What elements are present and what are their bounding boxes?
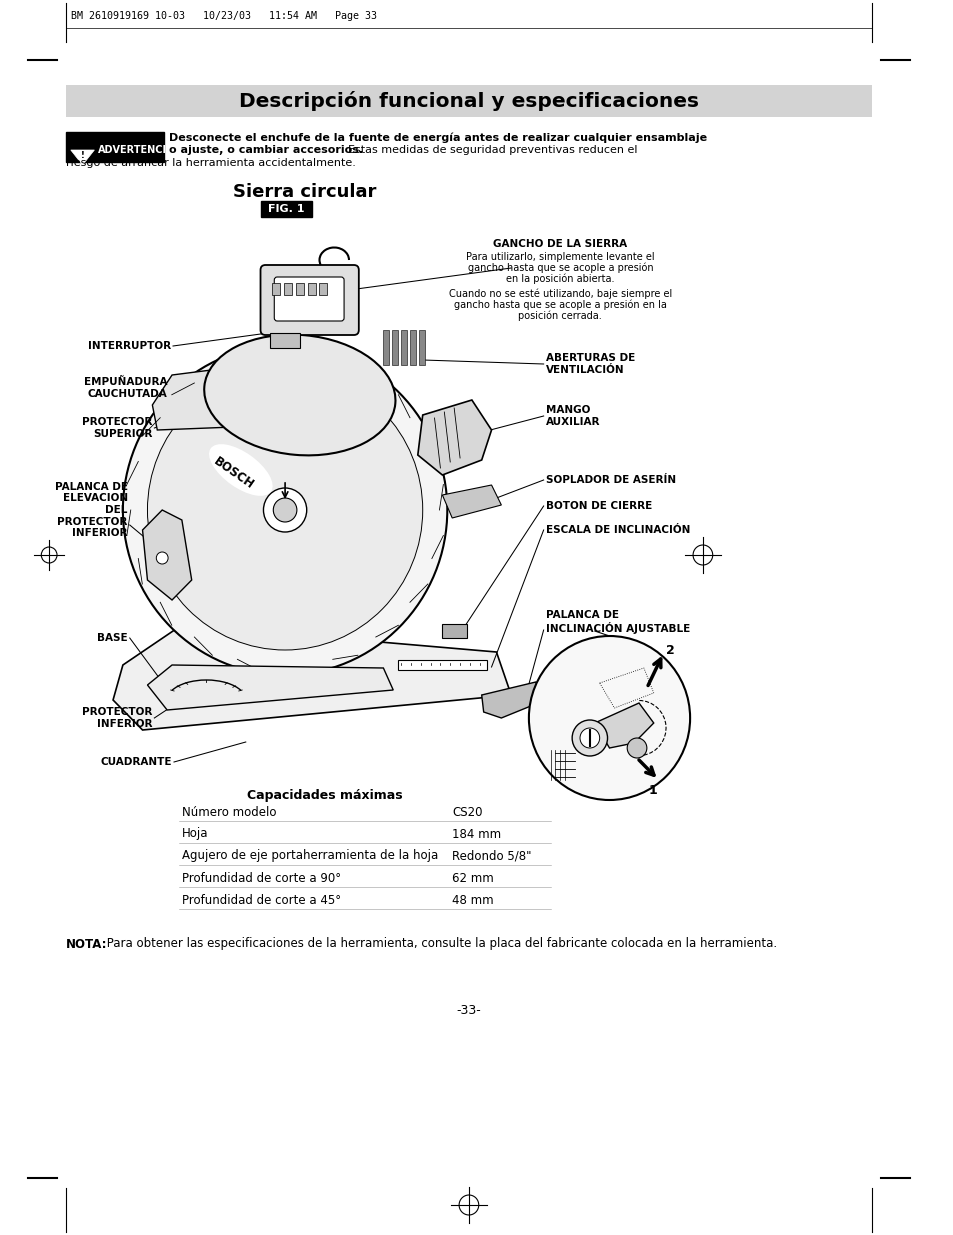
Polygon shape [152, 359, 304, 430]
Text: gancho hasta que se acople a presión: gancho hasta que se acople a presión [467, 263, 653, 273]
Bar [319, 283, 327, 295]
Text: FIG. 1: FIG. 1 [268, 204, 304, 214]
Text: GANCHO DE LA SIERRA: GANCHO DE LA SIERRA [493, 240, 627, 249]
Text: PALANCA DE
INCLINACIÓN AJUSTABLE: PALANCA DE INCLINACIÓN AJUSTABLE [545, 610, 689, 634]
Text: Para obtener las especificaciones de la herramienta, consulte la placa del fabri: Para obtener las especificaciones de la … [103, 937, 777, 951]
Text: ADVERTENCIA: ADVERTENCIA [98, 144, 174, 156]
Text: Hoja: Hoja [182, 827, 208, 841]
Text: Profundidad de corte a 45°: Profundidad de corte a 45° [182, 893, 340, 906]
Text: posición cerrada.: posición cerrada. [517, 311, 601, 321]
Text: NOTA:: NOTA: [66, 937, 108, 951]
Text: Sierra circular: Sierra circular [233, 183, 376, 201]
Text: BASE: BASE [97, 634, 128, 643]
Polygon shape [71, 149, 94, 165]
Bar [442, 624, 466, 638]
Text: riesgo de arrancar la herramienta accidentalmente.: riesgo de arrancar la herramienta accide… [66, 158, 355, 168]
Text: -33-: -33- [456, 1004, 481, 1016]
Text: gancho hasta que se acople a presión en la: gancho hasta que se acople a presión en … [454, 300, 666, 310]
Bar [383, 330, 389, 366]
Circle shape [579, 727, 599, 748]
Circle shape [626, 739, 646, 758]
Ellipse shape [204, 335, 395, 456]
Bar [410, 330, 416, 366]
Bar [66, 132, 164, 162]
Text: Capacidades máximas: Capacidades máximas [246, 789, 402, 803]
Polygon shape [113, 625, 511, 730]
Text: Profundidad de corte a 90°: Profundidad de corte a 90° [182, 872, 340, 884]
Bar [260, 201, 312, 217]
Text: PALANCA DE
ELEVACION
DEL
PROTECTOR
INFERIOR: PALANCA DE ELEVACION DEL PROTECTOR INFER… [54, 482, 128, 538]
Text: PROTECTOR
INFERIOR: PROTECTOR INFERIOR [82, 708, 152, 729]
Text: ESCALA DE INCLINACIÓN: ESCALA DE INCLINACIÓN [545, 525, 689, 535]
Text: o ajuste, o cambiar accesorios.: o ajuste, o cambiar accesorios. [169, 144, 363, 156]
Text: Desconecte el enchufe de la fuente de energía antes de realizar cualquier ensamb: Desconecte el enchufe de la fuente de en… [169, 132, 706, 143]
Circle shape [123, 345, 447, 676]
Bar [295, 283, 303, 295]
Text: CUADRANTE: CUADRANTE [100, 757, 172, 767]
Polygon shape [442, 485, 501, 517]
Text: 48 mm: 48 mm [452, 893, 494, 906]
Text: 184 mm: 184 mm [452, 827, 501, 841]
Bar [418, 330, 424, 366]
Text: Redondo 5/8": Redondo 5/8" [452, 850, 531, 862]
Bar [400, 330, 407, 366]
Circle shape [528, 636, 689, 800]
Text: 1: 1 [648, 783, 657, 797]
Text: Descripción funcional y especificaciones: Descripción funcional y especificaciones [238, 91, 699, 111]
Text: Cuando no se esté utilizando, baje siempre el: Cuando no se esté utilizando, baje siemp… [448, 289, 671, 299]
Text: BOTON DE CIERRE: BOTON DE CIERRE [545, 501, 651, 511]
Polygon shape [417, 400, 491, 475]
Text: PROTECTOR
SUPERIOR: PROTECTOR SUPERIOR [82, 417, 152, 438]
Text: ABERTURAS DE
VENTILACIÓN: ABERTURAS DE VENTILACIÓN [545, 353, 634, 374]
Circle shape [273, 498, 296, 522]
Text: SOPLADOR DE ASERÍN: SOPLADOR DE ASERÍN [545, 475, 675, 485]
Text: INTERRUPTOR: INTERRUPTOR [88, 341, 171, 351]
Polygon shape [142, 510, 192, 600]
Text: Agujero de eje portaherramienta de la hoja: Agujero de eje portaherramienta de la ho… [182, 850, 437, 862]
Text: en la posición abierta.: en la posición abierta. [506, 274, 614, 284]
Circle shape [572, 720, 607, 756]
Circle shape [263, 488, 307, 532]
Bar [284, 283, 292, 295]
Bar [397, 659, 486, 671]
Polygon shape [481, 682, 545, 718]
Text: MANGO
AUXILIAR: MANGO AUXILIAR [545, 405, 599, 427]
Bar [272, 283, 280, 295]
Text: !: ! [81, 152, 85, 161]
Polygon shape [594, 703, 653, 748]
Text: 62 mm: 62 mm [452, 872, 494, 884]
Text: BM 2610919169 10-03   10/23/03   11:54 AM   Page 33: BM 2610919169 10-03 10/23/03 11:54 AM Pa… [71, 11, 376, 21]
Text: BOSCH: BOSCH [212, 454, 256, 492]
Bar [308, 283, 315, 295]
FancyBboxPatch shape [260, 266, 358, 335]
Text: Estas medidas de seguridad preventivas reducen el: Estas medidas de seguridad preventivas r… [341, 144, 637, 156]
Ellipse shape [209, 445, 273, 495]
Text: EMPUÑADURA
CAUCHUTADA: EMPUÑADURA CAUCHUTADA [84, 377, 167, 399]
Text: Número modelo: Número modelo [182, 805, 276, 819]
Text: CS20: CS20 [452, 805, 482, 819]
Text: Para utilizarlo, simplemente levante el: Para utilizarlo, simplemente levante el [466, 252, 654, 262]
Circle shape [148, 370, 422, 650]
Polygon shape [148, 664, 393, 710]
FancyBboxPatch shape [274, 277, 344, 321]
Text: 2: 2 [665, 643, 674, 657]
Circle shape [156, 552, 168, 564]
Bar [270, 333, 299, 348]
Bar [66, 85, 871, 117]
Bar [392, 330, 397, 366]
